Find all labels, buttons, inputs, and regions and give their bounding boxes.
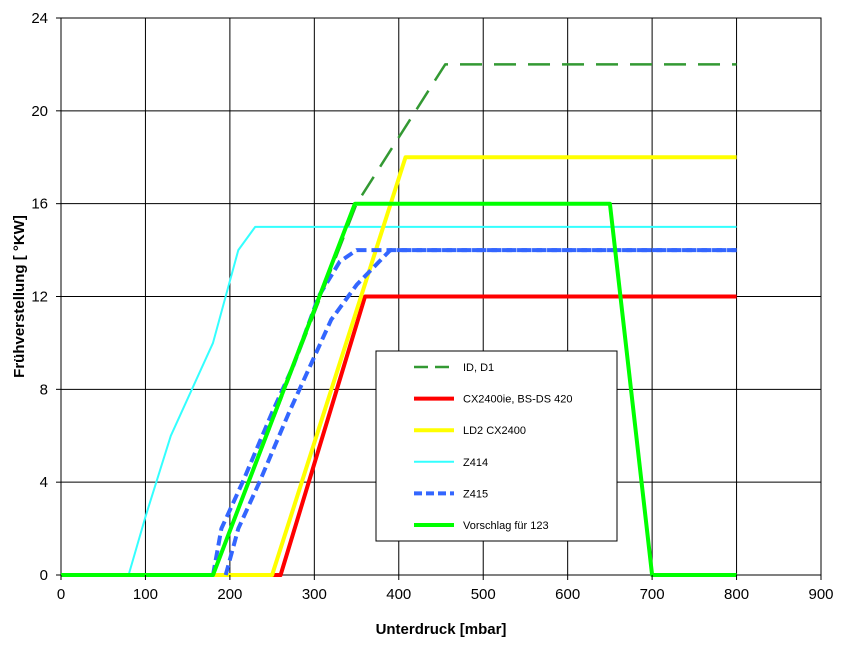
series-line-4-b [223,248,737,576]
legend-box [375,350,618,542]
series-line-0 [211,63,737,576]
x-tick-label: 800 [724,586,749,603]
legend-label-1: CX2400ie, BS-DS 420 [463,394,572,406]
y-axis-title: Frühverstellung [ °KW] [11,215,28,378]
y-tick-label: 20 [31,103,48,120]
legend: ID, D1 CX2400ie, BS-DS 420 LD2 CX2400 Z414 Z… [375,350,618,542]
axes: 0 100 200 300 400 500 600 700 800 900 0 4 8 12 16 20 24 U… [11,10,834,638]
y-tick-label: 24 [31,10,48,27]
series-line-3 [61,225,737,576]
x-tick-label: 700 [640,586,665,603]
x-tick-label: 600 [555,586,580,603]
x-tick-label: 300 [302,586,327,603]
legend-label-0: ID, D1 [463,362,494,374]
legend-label-2: LD2 CX2400 [463,425,526,437]
x-tick-label: 200 [217,586,242,603]
x-tick-label: 500 [471,586,496,603]
y-tick-label: 16 [31,196,48,213]
series-line-5 [61,201,737,577]
x-tick-label: 400 [386,586,411,603]
x-tick-label: 900 [808,586,833,603]
x-tick-label: 0 [57,586,65,603]
x-tick-label: 100 [133,586,158,603]
x-axis-title: Unterdruck [mbar] [376,621,507,638]
y-tick-label: 8 [40,381,48,398]
legend-label-5: Vorschlag für 123 [463,520,549,532]
y-tick-label: 12 [31,289,48,306]
y-tick-label: 4 [40,474,48,491]
legend-label-4: Z415 [463,488,488,500]
y-tick-label: 0 [40,567,48,584]
legend-label-3: Z414 [463,457,488,469]
series-layer [61,63,737,577]
series-line-4-a [211,248,737,576]
